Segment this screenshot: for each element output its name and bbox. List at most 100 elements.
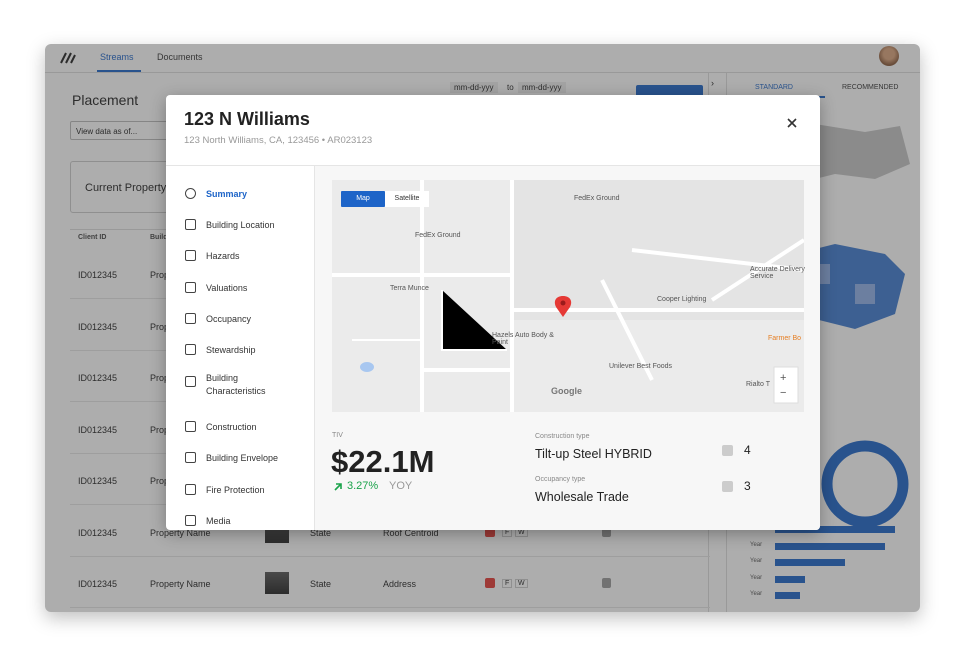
badge: W — [515, 579, 528, 588]
map-place: FedEx Ground — [415, 232, 461, 239]
logo — [60, 52, 76, 64]
floors-icon — [722, 445, 733, 456]
menu-icon[interactable] — [185, 344, 196, 355]
nav-tab-underline — [97, 70, 141, 72]
modal-subtitle: 123 North Williams, CA, 123456 • AR02312… — [184, 135, 373, 146]
menu-item[interactable]: Building Location — [206, 220, 275, 230]
menu-item[interactable]: Summary — [206, 189, 248, 199]
top-bar — [45, 44, 920, 73]
menu-icon[interactable] — [185, 250, 196, 261]
occupancy-value: Wholesale Trade — [535, 490, 629, 504]
bar-label: Year — [750, 591, 763, 597]
lock-icon — [602, 578, 611, 588]
close-button[interactable] — [786, 117, 798, 129]
modal-title: 123 N Williams — [184, 109, 310, 129]
client-id: ID012345 — [78, 579, 118, 589]
map-brand: Google — [551, 386, 582, 396]
bar-label: Year — [750, 574, 763, 581]
panel-arrow[interactable]: › — [711, 78, 714, 88]
badge-icon — [485, 578, 495, 588]
menu-item[interactable]: Valuations — [206, 283, 248, 293]
panel-tab[interactable]: RECOMMENDED — [842, 84, 899, 91]
bar-label: Year — [750, 541, 763, 548]
client-id: ID012345 — [78, 476, 118, 486]
client-id: ID012345 — [78, 321, 118, 332]
state: State — [310, 527, 332, 538]
menu-item[interactable]: Stewardship — [206, 345, 256, 355]
header-divider — [166, 165, 820, 166]
client-id: ID012345 — [78, 527, 118, 538]
menu-icon[interactable] — [185, 313, 196, 324]
panel-tab[interactable]: STANDARD — [755, 84, 793, 91]
menu-item[interactable]: Building Characteristics — [206, 373, 266, 396]
client-id: ID012345 — [78, 373, 118, 383]
menu-icon[interactable] — [185, 452, 196, 463]
map-place: Hazels Auto Body & Paint — [492, 332, 554, 346]
avatar[interactable] — [879, 46, 899, 66]
bar — [775, 526, 895, 533]
construction-value: Tilt-up Steel HYBRID — [535, 447, 652, 461]
bar — [775, 542, 885, 550]
bar — [775, 592, 800, 599]
date-to[interactable]: mm-dd-yyy — [518, 82, 566, 93]
date-separator: to — [507, 83, 514, 92]
lock-icon — [602, 526, 611, 537]
menu-icon[interactable] — [185, 376, 196, 387]
bar — [775, 559, 845, 566]
map-place: Rialto T — [746, 381, 770, 388]
menu-icon[interactable] — [185, 282, 196, 293]
map-place: Accurate Delivery Service — [750, 266, 805, 280]
menu-item[interactable]: Media — [206, 516, 231, 526]
menu-icon[interactable] — [185, 421, 196, 432]
map-type-button[interactable]: Satellite — [385, 191, 429, 207]
map-type-button[interactable]: Map — [341, 191, 385, 207]
map-place: FedEx Ground — [574, 195, 620, 202]
address: Address — [383, 579, 417, 589]
nav-tab[interactable]: Documents — [157, 52, 203, 62]
construction-label: Construction type — [535, 433, 590, 440]
map-place: Cooper Lighting — [657, 296, 707, 303]
bar — [775, 575, 805, 583]
property-name: Property Name — [150, 527, 211, 538]
trend-up-icon — [334, 483, 342, 491]
buildings-icon — [722, 481, 733, 492]
tiv-value: $22.1M — [331, 444, 435, 479]
state: State — [310, 579, 332, 589]
map-place: Terra Munce — [390, 285, 429, 292]
map[interactable] — [332, 180, 804, 412]
badge: F — [502, 579, 513, 588]
map-place: Farmer Bo — [768, 335, 802, 342]
nav-tab[interactable]: Streams — [100, 52, 134, 62]
address: Roof Centroid — [383, 527, 439, 538]
menu-icon[interactable] — [185, 515, 196, 526]
menu-icon[interactable] — [185, 219, 196, 230]
client-id: ID012345 — [78, 424, 118, 435]
map-zoom[interactable]: − — [780, 387, 787, 399]
property-thumb — [265, 572, 289, 594]
menu-item[interactable]: Hazards — [206, 251, 240, 261]
floors-count: 4 — [744, 443, 751, 457]
table-header: Building — [150, 234, 178, 241]
menu-icon[interactable] — [185, 484, 196, 495]
menu-icon[interactable] — [185, 188, 196, 199]
menu-item[interactable]: Occupancy — [206, 314, 252, 324]
map-zoom[interactable]: + — [780, 372, 787, 384]
map-place: Unilever Best Foods — [609, 363, 673, 370]
badge-icon — [485, 526, 495, 537]
property-modal: 123 N Williams 123 North Williams, CA, 1… — [166, 95, 820, 530]
page-title: Placement — [72, 92, 139, 108]
occupancy-label: Occupancy type — [535, 476, 586, 483]
property-name: Property Name — [150, 579, 211, 589]
menu-item[interactable]: Construction — [206, 422, 257, 432]
change-value: 3.27% — [347, 480, 379, 492]
buildings-count: 3 — [744, 479, 751, 493]
bar-label: Year — [750, 558, 763, 564]
row-divider — [70, 607, 710, 608]
date-from[interactable]: mm-dd-yyy — [450, 82, 498, 93]
menu-item[interactable]: Fire Protection — [206, 485, 265, 495]
row-divider — [70, 555, 710, 557]
change-period: YOY — [389, 480, 413, 492]
menu-item[interactable]: Building Envelope — [206, 453, 279, 463]
table-header: Client ID — [78, 234, 107, 241]
